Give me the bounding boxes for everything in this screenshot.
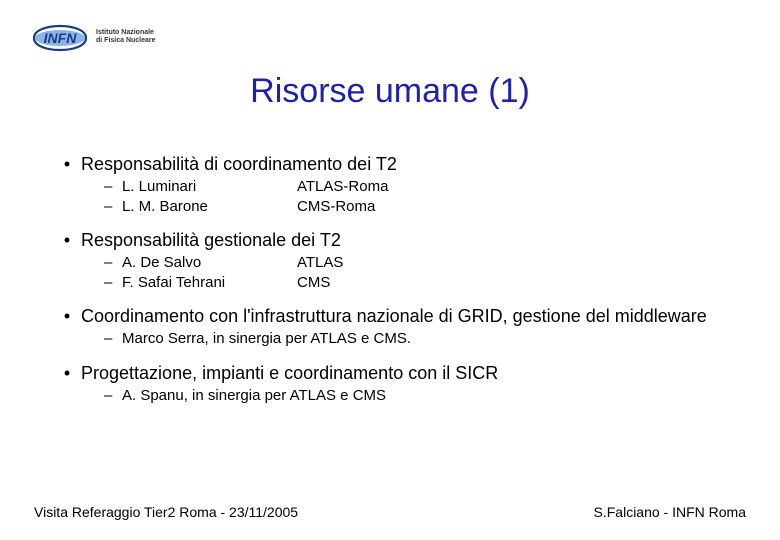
- dash-icon: –: [104, 273, 122, 293]
- sub-2-1-name: F. Safai Tehrani: [122, 273, 297, 293]
- logo-line1: Istituto Nazionale: [96, 29, 156, 37]
- slide-body: • Responsabilità di coordinamento dei T2…: [58, 148, 740, 405]
- dash-icon: –: [104, 177, 122, 197]
- logo-line2: di Fisica Nucleare: [96, 37, 156, 45]
- bullet-dot-icon: •: [58, 306, 76, 327]
- infn-logo-text: Istituto Nazionale di Fisica Nucleare: [96, 29, 156, 44]
- sub-2-1-role: CMS: [297, 273, 330, 293]
- footer-left: Visita Referaggio Tier2 Roma - 23/11/200…: [34, 504, 298, 520]
- sub-3-0-name: Marco Serra, in sinergia per ATLAS e CMS…: [122, 329, 411, 349]
- sub-1-0-name: L. Luminari: [122, 177, 297, 197]
- bullet-dot-icon: •: [58, 154, 76, 175]
- bullet-4: • Progettazione, impianti e coordinament…: [58, 363, 740, 384]
- sublist-1: – L. Luminari ATLAS-Roma – L. M. Barone …: [104, 177, 740, 216]
- bullet-1: • Responsabilità di coordinamento dei T2: [58, 154, 740, 175]
- sub-2-0-name: A. De Salvo: [122, 253, 297, 273]
- dash-icon: –: [104, 386, 122, 406]
- infn-logo-mark: INFN: [28, 16, 92, 58]
- sublist-2: – A. De Salvo ATLAS – F. Safai Tehrani C…: [104, 253, 740, 292]
- dash-icon: –: [104, 253, 122, 273]
- infn-acronym: INFN: [44, 30, 78, 46]
- dash-icon: –: [104, 197, 122, 217]
- bullet-4-text: Progettazione, impianti e coordinamento …: [81, 363, 498, 383]
- footer: Visita Referaggio Tier2 Roma - 23/11/200…: [34, 504, 746, 520]
- sub-2-1: – F. Safai Tehrani CMS: [104, 273, 740, 293]
- footer-right: S.Falciano - INFN Roma: [594, 504, 746, 520]
- sublist-4: – A. Spanu, in sinergia per ATLAS e CMS: [104, 386, 740, 406]
- bullet-dot-icon: •: [58, 363, 76, 384]
- bullet-3-text: Coordinamento con l'infrastruttura nazio…: [81, 306, 707, 326]
- sub-1-1-name: L. M. Barone: [122, 197, 297, 217]
- slide: INFN Istituto Nazionale di Fisica Nuclea…: [0, 0, 780, 540]
- sub-1-1: – L. M. Barone CMS-Roma: [104, 197, 740, 217]
- sub-4-0-name: A. Spanu, in sinergia per ATLAS e CMS: [122, 386, 386, 406]
- sub-4-0: – A. Spanu, in sinergia per ATLAS e CMS: [104, 386, 740, 406]
- bullet-3: • Coordinamento con l'infrastruttura naz…: [58, 306, 740, 327]
- slide-title: Risorse umane (1): [0, 72, 780, 111]
- sub-1-0-role: ATLAS-Roma: [297, 177, 388, 197]
- bullet-2: • Responsabilità gestionale dei T2: [58, 230, 740, 251]
- sub-1-0: – L. Luminari ATLAS-Roma: [104, 177, 740, 197]
- sub-1-1-role: CMS-Roma: [297, 197, 375, 217]
- sub-2-0: – A. De Salvo ATLAS: [104, 253, 740, 273]
- sub-3-0: – Marco Serra, in sinergia per ATLAS e C…: [104, 329, 740, 349]
- sub-2-0-role: ATLAS: [297, 253, 343, 273]
- infn-logo: INFN Istituto Nazionale di Fisica Nuclea…: [28, 16, 156, 58]
- dash-icon: –: [104, 329, 122, 349]
- bullet-2-text: Responsabilità gestionale dei T2: [81, 230, 341, 250]
- bullet-1-text: Responsabilità di coordinamento dei T2: [81, 154, 397, 174]
- bullet-dot-icon: •: [58, 230, 76, 251]
- sublist-3: – Marco Serra, in sinergia per ATLAS e C…: [104, 329, 740, 349]
